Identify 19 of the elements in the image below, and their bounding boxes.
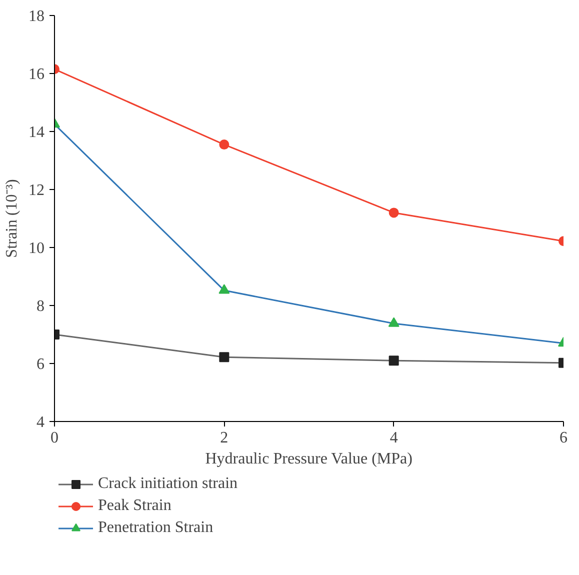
legend-label: Crack initiation strain xyxy=(98,475,238,493)
x-tick-label: 6 xyxy=(560,430,568,446)
point xyxy=(388,317,400,327)
y-tick-label: 4 xyxy=(36,414,44,431)
legend-label: Peak Strain xyxy=(98,497,172,515)
y-tick-label: 8 xyxy=(36,298,44,315)
y-tick-label: 18 xyxy=(28,8,44,25)
y-tick-label: 14 xyxy=(28,124,44,141)
y-tick-label: 6 xyxy=(36,356,44,373)
legend-label: Penetration Strain xyxy=(98,519,214,537)
x-tick-label: 2 xyxy=(220,430,228,446)
x-axis-title: Hydraulic Pressure Value (MPa) xyxy=(205,450,412,468)
x-tick-label: 4 xyxy=(390,430,398,446)
x-tick-label: 0 xyxy=(50,430,58,446)
y-axis-title: Strain (10⁻³) xyxy=(4,179,20,258)
point xyxy=(218,284,230,294)
y-tick-label: 10 xyxy=(28,240,44,257)
y-tick-label: 16 xyxy=(28,66,44,83)
y-tick-label: 12 xyxy=(28,182,44,199)
